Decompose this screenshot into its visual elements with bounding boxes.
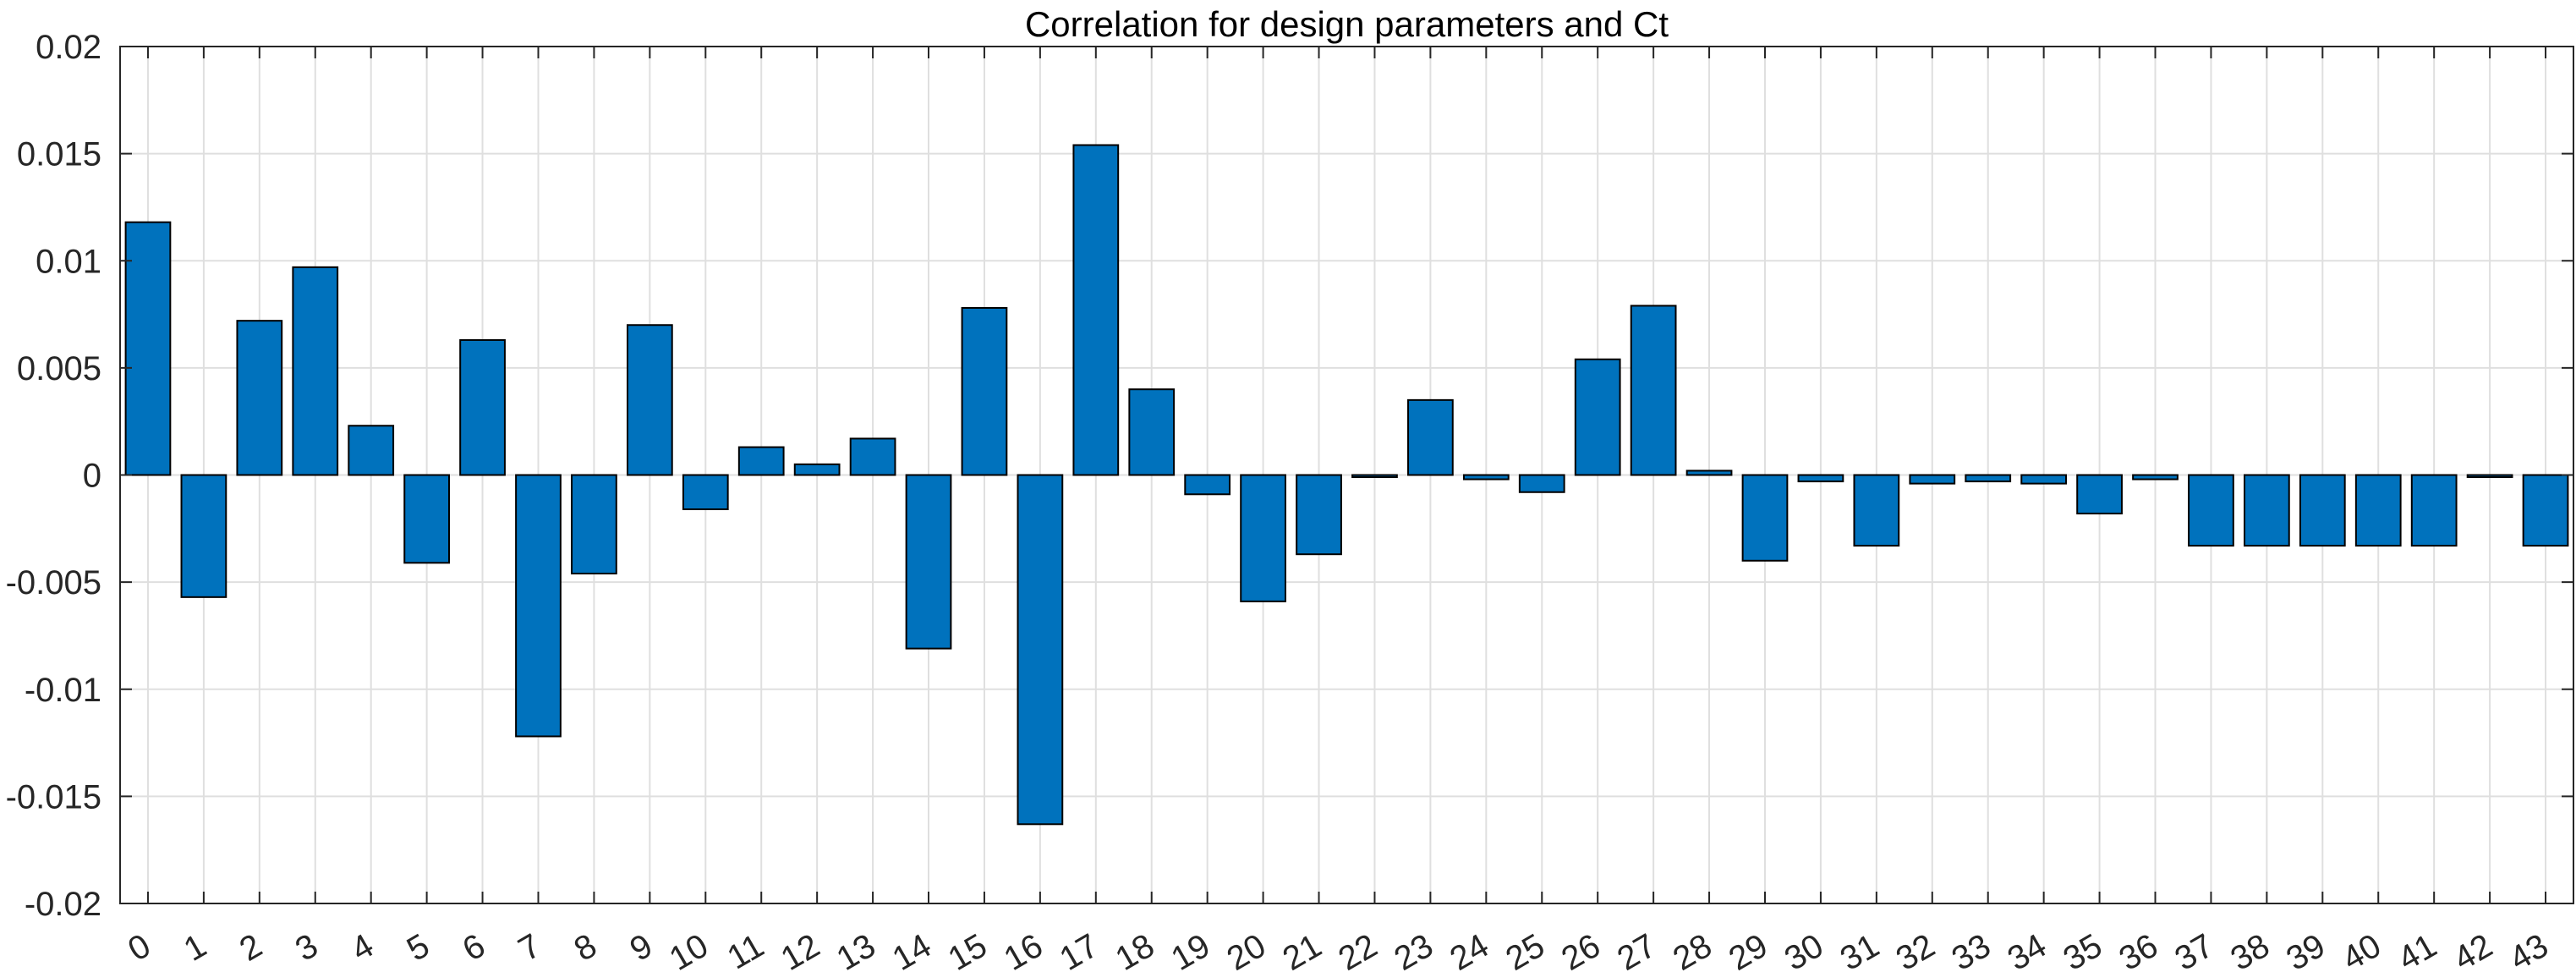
bar-25 [1518,474,1565,493]
bar-16 [1017,474,1064,826]
y-tick-label: 0 [83,458,101,495]
bar-29 [1741,474,1789,562]
bar-11 [737,446,785,476]
y-tick-label: -0.02 [25,886,101,923]
bar-34 [2020,474,2068,485]
bar-22 [1351,474,1398,479]
y-tick-label: 0.005 [17,350,101,387]
bars [124,144,2569,826]
y-axis-tick-labels: -0.02 -0.015 -0.01 -0.005 0 0.005 0.01 0.015 0.0… [6,29,101,923]
y-tick-label: 0.015 [17,136,101,173]
bar-4 [348,425,395,476]
bar-21 [1296,474,1342,556]
chart-title: Correlation for design parameters and Ct [1025,4,1669,44]
bar-1 [180,474,227,598]
bar-30 [1797,474,1844,483]
bar-33 [1965,474,2012,483]
bar-36 [2132,474,2179,481]
y-tick-label: 0.02 [36,29,101,66]
axes-box [119,46,2574,904]
bar-0 [124,221,172,476]
bar-28 [1685,470,1733,476]
y-tick-label: -0.015 [6,778,101,815]
y-tick-label: -0.01 [25,672,101,709]
axes-frame [119,46,2574,904]
bar-38 [2244,474,2290,547]
bar-27 [1630,305,1677,476]
bar-37 [2188,474,2234,547]
bar-12 [793,463,841,476]
bar-26 [1574,358,1621,476]
bar-19 [1184,474,1231,496]
bar-5 [403,474,450,564]
bar-13 [849,437,896,476]
bar-24 [1462,474,1510,481]
bar-8 [571,474,617,574]
bar-3 [292,266,339,476]
bar-31 [1853,474,1900,547]
bar-43 [2522,474,2569,547]
bar-41 [2410,474,2458,547]
bar-6 [459,338,506,476]
y-tick-label: 0.01 [36,243,101,280]
bar-2 [236,320,283,476]
bar-35 [2076,474,2123,515]
bar-39 [2299,474,2346,547]
bar-15 [961,306,1008,476]
bar-17 [1072,144,1120,476]
bar-23 [1407,398,1454,476]
bar-42 [2466,474,2513,479]
bar-32 [1909,474,1956,485]
y-tick-label: -0.005 [6,564,101,601]
bar-18 [1128,388,1176,476]
bar-20 [1240,474,1286,602]
bar-40 [2354,474,2402,547]
bar-14 [905,474,952,650]
bar-9 [626,324,673,476]
bar-7 [515,474,562,738]
bar-10 [682,474,729,511]
